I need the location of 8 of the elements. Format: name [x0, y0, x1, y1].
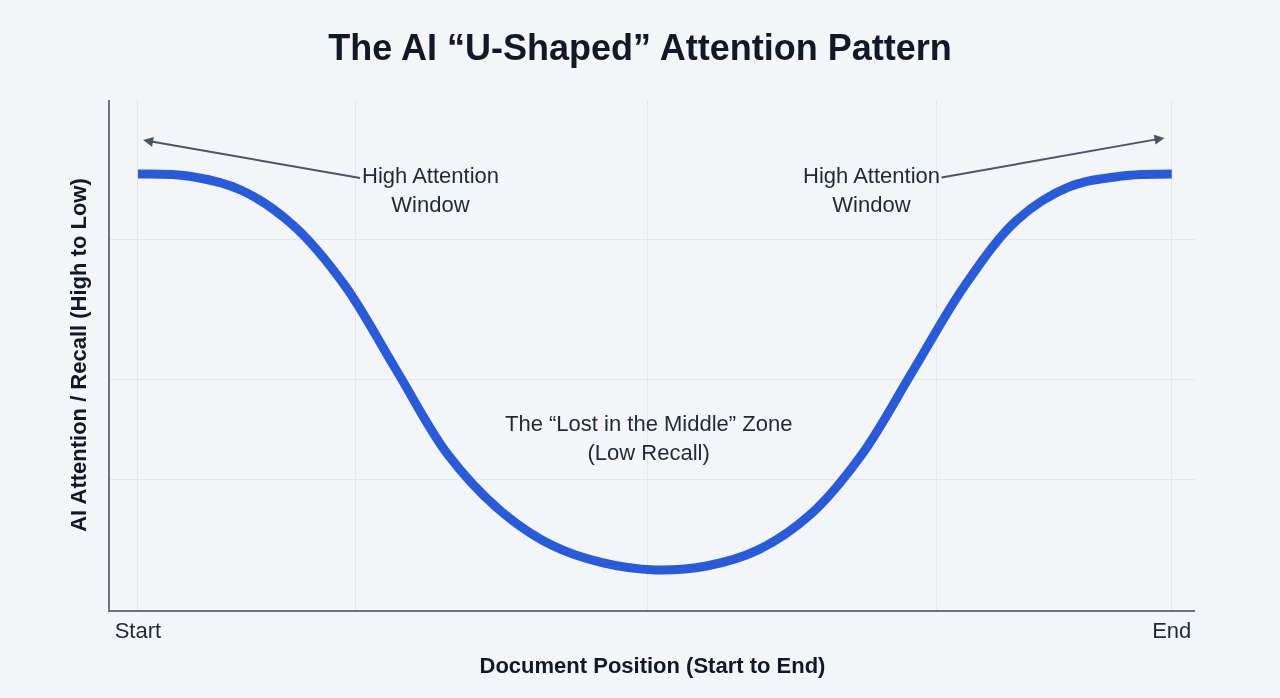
x-axis-title: Document Position (Start to End) [479, 652, 826, 678]
annotation: The “Lost in the Middle” Zone (Low Recall) [505, 411, 793, 465]
annotation: High Attention Window [362, 163, 499, 217]
y-axis-title: AI Attention / Recall (High to Low) [66, 178, 92, 532]
x-tick-label: End [1152, 618, 1192, 644]
annotation: High Attention Window [803, 163, 940, 217]
x-tick-label: Start [114, 618, 162, 644]
chart-title: The AI “U-Shaped” Attention Pattern [328, 27, 952, 69]
